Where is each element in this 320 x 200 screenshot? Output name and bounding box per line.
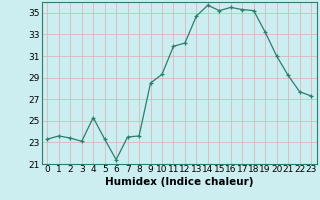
X-axis label: Humidex (Indice chaleur): Humidex (Indice chaleur) [105, 177, 253, 187]
